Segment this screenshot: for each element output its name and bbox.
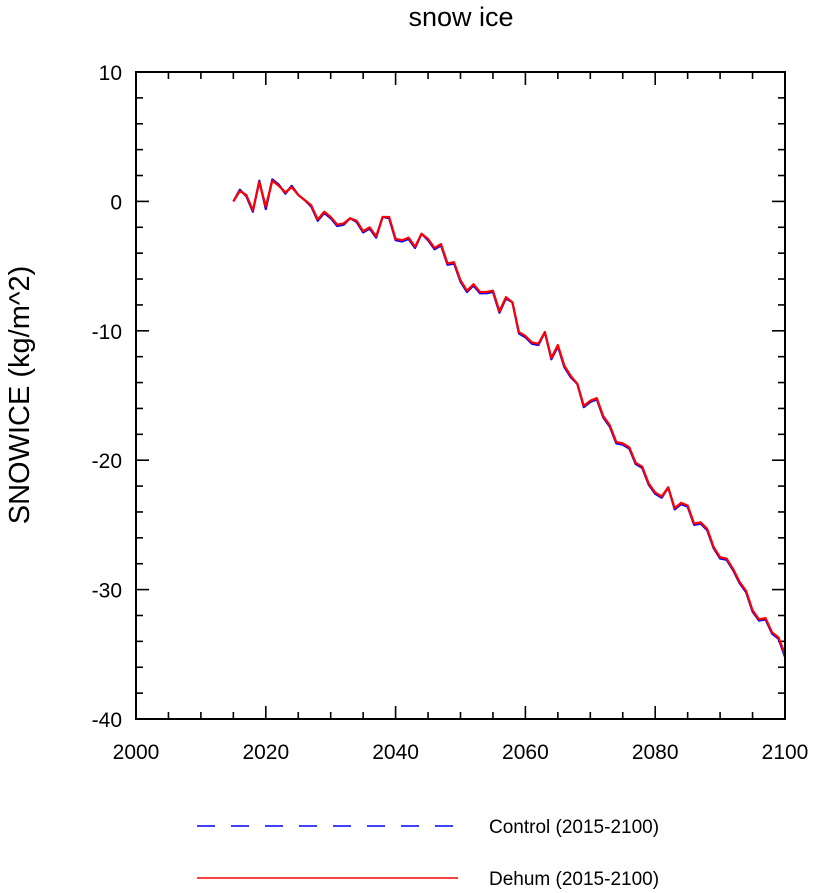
chart-title: snow ice <box>408 2 513 32</box>
x-tick-label: 2020 <box>242 741 289 764</box>
y-tick-label: 0 <box>110 191 122 214</box>
legend-label: Control (2015-2100) <box>489 817 659 838</box>
y-tick-label: -20 <box>92 450 122 473</box>
x-tick-label: 2000 <box>113 741 160 764</box>
y-tick-label: 10 <box>99 62 122 85</box>
y-tick-label: -40 <box>92 709 122 732</box>
series-line-dehum <box>232 179 787 655</box>
y-tick-labels: 10 0 -10 -20 -30 -40 <box>92 62 122 732</box>
x-tick-label: 2040 <box>372 741 419 764</box>
axis-ticks <box>135 71 786 720</box>
legend: Control (2015-2100) Dehum (2015-2100) <box>197 817 659 890</box>
y-tick-label: -30 <box>92 580 122 603</box>
series-line-control <box>232 178 787 658</box>
x-tick-labels: 2000 2020 2040 2060 2080 2100 <box>113 741 809 764</box>
series-layer <box>232 178 787 658</box>
y-axis-label: SNOWICE (kg/m^2) <box>4 266 36 525</box>
x-tick-label: 2100 <box>762 741 809 764</box>
legend-label: Dehum (2015-2100) <box>489 869 659 890</box>
x-tick-label: 2060 <box>502 741 549 764</box>
x-tick-label: 2080 <box>632 741 679 764</box>
y-tick-label: -10 <box>92 321 122 344</box>
plot-frame <box>135 71 786 720</box>
